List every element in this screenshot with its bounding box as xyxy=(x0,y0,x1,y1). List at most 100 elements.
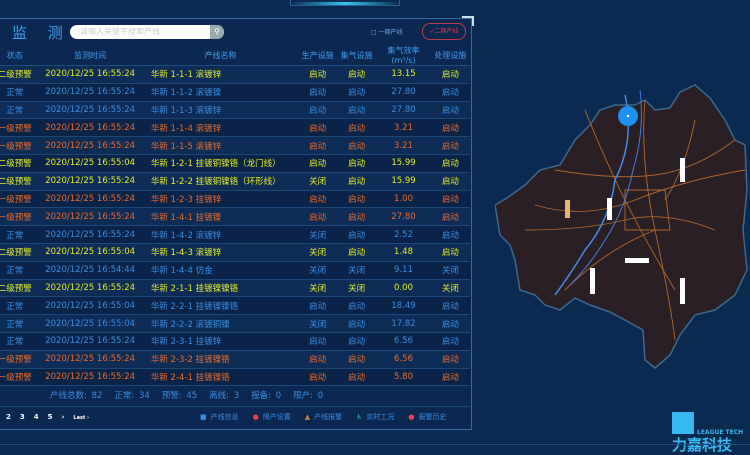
checkbox-icon: □ xyxy=(371,29,377,36)
cell-time: 2020/12/25 16:55:24 xyxy=(37,101,143,120)
cell-time: 2020/12/25 16:55:04 xyxy=(37,243,143,262)
table-row[interactable]: 一级预警 2020/12/25 16:55:24 华新 2-3-2 挂镀镍铬 启动 启动… xyxy=(0,350,470,369)
cell-status: 正常 xyxy=(0,314,38,333)
cell-name: 华新 1-2-1 挂镀铜镍铬（龙门线） xyxy=(142,154,299,173)
summary-stat: 产线总数: 82 xyxy=(50,391,103,401)
cell-status: 二级预警 xyxy=(0,243,38,262)
table-row[interactable]: 正常 2020/12/25 16:55:24 华新 1-1-3 滚镀锌 启动 启动 27.… xyxy=(0,101,470,120)
summary-stat: 限产: 0 xyxy=(293,391,324,401)
cell-prod: 关闭 xyxy=(298,243,338,262)
table-row[interactable]: 二级预警 2020/12/25 16:55:24 华新 1-1-1 滚镀锌 启动 启动 1… xyxy=(0,65,470,84)
table-row[interactable]: 正常 2020/12/25 16:55:04 华新 2-2-1 挂镀镍镍铬 启动 启动 1… xyxy=(0,296,470,316)
cell-treat: 启动 xyxy=(430,101,470,120)
cell-name: 华新 1-1-5 滚镀锌 xyxy=(142,136,299,155)
cell-eff: 27.80 xyxy=(376,207,431,227)
region-map[interactable] xyxy=(495,80,750,380)
table-row[interactable]: 正常 2020/12/25 16:55:24 华新 1-4-2 滚镀锌 关闭 启动 2.5… xyxy=(0,225,470,244)
cell-name: 华新 1-1-3 滚镀锌 xyxy=(142,101,299,120)
cell-gas: 启动 xyxy=(337,154,377,173)
cell-name: 华新 1-1-4 滚镀锌 xyxy=(142,118,299,138)
company-logo: 力嘉科技 LEAGUE TECH xyxy=(672,412,750,455)
cell-time: 2020/12/25 16:55:24 xyxy=(37,350,143,369)
cell-time: 2020/12/25 16:55:24 xyxy=(37,136,143,155)
cell-status: 正常 xyxy=(0,261,38,280)
cell-name: 华新 1-2-3 挂镀锌 xyxy=(142,190,299,209)
cell-treat: 关闭 xyxy=(430,261,470,280)
cell-treat: 启动 xyxy=(430,207,470,227)
cell-prod: 启动 xyxy=(298,118,338,138)
cell-prod: 启动 xyxy=(298,207,338,227)
page-4[interactable]: 4 xyxy=(33,413,39,421)
table-row[interactable]: 正常 2020/12/25 16:54:44 华新 1-4-4 仿金 关闭 关闭 9.11… xyxy=(0,261,470,280)
cell-status: 二级预警 xyxy=(0,172,38,191)
warning-icon: ▲ xyxy=(304,413,311,421)
cell-eff: 6.56 xyxy=(376,350,431,369)
cell-time: 2020/12/25 16:55:24 xyxy=(37,118,143,138)
cell-eff: 5.80 xyxy=(376,368,431,387)
page-next-button[interactable]: › xyxy=(61,413,65,421)
table-row[interactable]: 一级预警 2020/12/25 16:55:24 华新 1-1-4 滚镀锌 启动 启动 3… xyxy=(0,118,470,138)
cell-prod: 启动 xyxy=(298,136,338,155)
cell-status: 一级预警 xyxy=(0,368,38,387)
cell-prod: 关闭 xyxy=(298,279,338,298)
table-row[interactable]: 正常 2020/12/25 16:55:24 华新 2-3-1 挂镀锌 启动 启动 6.5… xyxy=(0,332,470,351)
cell-prod: 启动 xyxy=(298,101,338,120)
cell-treat: 启动 xyxy=(430,350,470,369)
cell-name: 华新 1-4-1 挂镀镍 xyxy=(142,207,299,227)
cell-eff: 3.21 xyxy=(376,118,431,138)
cell-gas: 启动 xyxy=(337,207,377,227)
cell-name: 华新 2-3-1 挂镀锌 xyxy=(142,332,299,351)
cell-status: 正常 xyxy=(0,83,38,102)
page-5[interactable]: 5 xyxy=(47,413,53,421)
cell-status: 一级预警 xyxy=(0,118,38,138)
cell-eff: 2.52 xyxy=(376,225,431,244)
cell-eff: 1.48 xyxy=(376,243,431,262)
line-option-phase1[interactable]: □ 一期产线 xyxy=(371,29,403,36)
table-row[interactable]: 二级预警 2020/12/25 16:55:04 华新 1-2-1 挂镀铜镍铬（龙门… xyxy=(0,154,470,173)
search-input[interactable]: 请输入关键字搜索产线 ⚲ xyxy=(70,25,224,39)
cell-name: 华新 1-4-3 滚镀锌 xyxy=(142,243,299,262)
cell-name: 华新 1-1-2 滚镀镍 xyxy=(142,83,299,102)
cell-name: 华新 1-4-2 滚镀锌 xyxy=(142,225,299,244)
cell-treat: 启动 xyxy=(430,118,470,138)
line-option-phase2[interactable]: ✓二期产线 xyxy=(422,23,466,40)
column-header: 状态 xyxy=(0,45,38,66)
table-row[interactable]: 一级预警 2020/12/25 16:55:24 华新 1-1-5 滚镀锌 启动 启动 3… xyxy=(0,136,470,155)
cell-prod: 关闭 xyxy=(298,314,338,333)
search-icon[interactable]: ⚲ xyxy=(210,25,224,39)
table-row[interactable]: 正常 2020/12/25 16:55:24 华新 1-1-2 滚镀镍 启动 启动 27.… xyxy=(0,83,470,102)
column-header: 监测时间 xyxy=(37,45,143,66)
footer-link[interactable]: ■ 产线信息 xyxy=(200,413,239,421)
cell-time: 2020/12/25 16:55:24 xyxy=(37,83,143,102)
column-header: 集气效率(m³/s) xyxy=(376,45,431,66)
page-2[interactable]: 2 xyxy=(6,413,11,421)
table-row[interactable]: 二级预警 2020/12/25 16:55:24 华新 1-2-2 挂镀铜镍铬（环形… xyxy=(0,172,470,191)
cell-gas: 关闭 xyxy=(337,279,377,298)
cell-gas: 启动 xyxy=(337,332,377,351)
site-markers xyxy=(590,158,685,304)
cell-treat: 启动 xyxy=(430,172,470,191)
table-row[interactable]: 一级预警 2020/12/25 16:55:24 华新 1-4-1 挂镀镍 启动 启动 2… xyxy=(0,207,470,227)
table-row[interactable]: 一级预警 2020/12/25 16:55:24 华新 2-4-1 挂镀镍铬 启动 启动… xyxy=(0,368,470,387)
table-row[interactable]: 一级预警 2020/12/25 16:55:24 华新 1-2-3 挂镀锌 启动 启动 1… xyxy=(0,190,470,209)
cell-prod: 启动 xyxy=(298,368,338,387)
cell-prod: 关闭 xyxy=(298,261,338,280)
footer-links: ■ 产线信息 ● 限产设置 ▲ 产线报警 ♿ 实时工况 ● 报警历史 xyxy=(200,412,461,422)
page-last-button[interactable]: Last › xyxy=(73,415,90,421)
cell-gas: 启动 xyxy=(337,118,377,138)
cell-name: 华新 2-2-2 滚镀铜镍 xyxy=(142,314,299,333)
cell-name: 华新 1-2-2 挂镀铜镍铬（环形线） xyxy=(142,172,299,191)
cell-name: 华新 1-1-1 滚镀锌 xyxy=(142,65,299,84)
footer-link[interactable]: ▲ 产线报警 xyxy=(305,413,342,421)
cell-time: 2020/12/25 16:55:24 xyxy=(37,332,143,351)
table-row[interactable]: 正常 2020/12/25 16:55:04 华新 2-2-2 滚镀铜镍 关闭 启动 17… xyxy=(0,314,470,333)
footer-link[interactable]: ● 限产设置 xyxy=(253,413,291,421)
table-row[interactable]: 二级预警 2020/12/25 16:55:24 华新 2-1-1 挂镀镍镍铬 关闭关… xyxy=(0,279,470,298)
footer-link[interactable]: ♿ 实时工况 xyxy=(356,413,394,421)
cell-treat: 关闭 xyxy=(430,279,470,298)
table-row[interactable]: 二级预警 2020/12/25 16:55:04 华新 1-4-3 滚镀锌 关闭 启动 1… xyxy=(0,243,470,262)
page-3[interactable]: 3 xyxy=(19,413,25,421)
cell-time: 2020/12/25 16:55:24 xyxy=(37,65,143,84)
summary-stat: 报备: 0 xyxy=(251,391,282,401)
footer-link[interactable]: ● 报警历史 xyxy=(408,413,446,421)
